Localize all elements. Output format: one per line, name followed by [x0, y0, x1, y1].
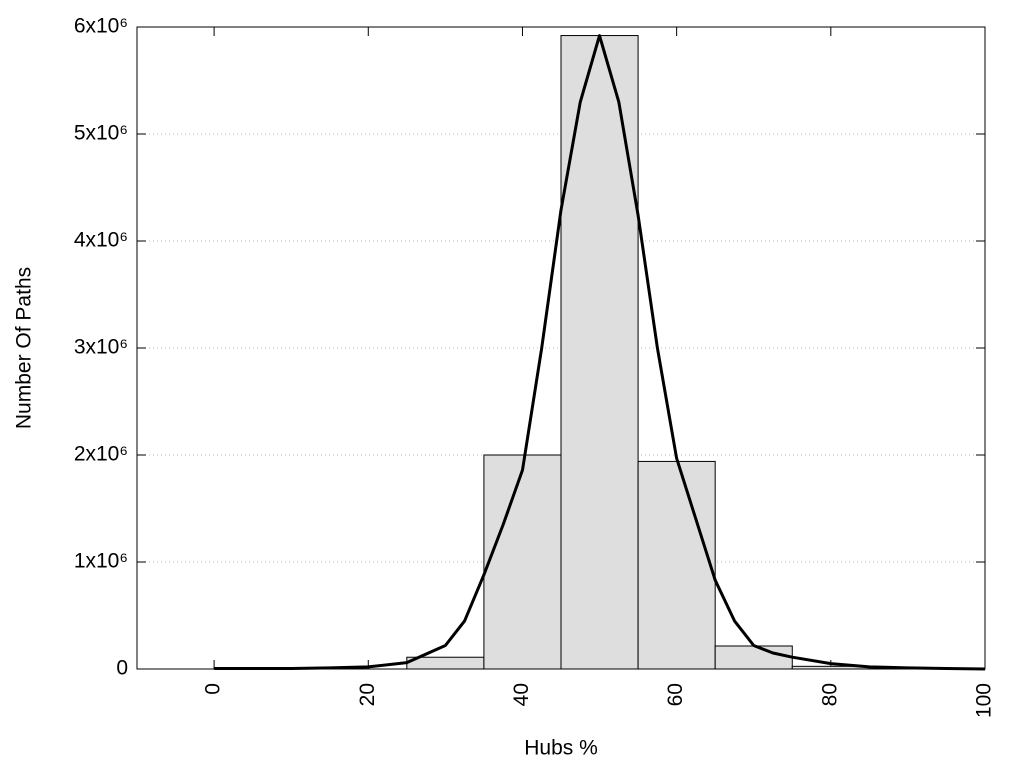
y-tick-label: 2x10⁶	[74, 443, 128, 466]
bar	[637, 460, 716, 670]
bar	[483, 454, 562, 670]
bar	[714, 645, 793, 670]
y-axis-title: Number Of Paths	[13, 267, 36, 429]
fit-curve	[214, 34, 986, 671]
x-tick-label: 100	[973, 683, 996, 718]
x-tick-label: 80	[818, 683, 841, 706]
y-tick-label: 6x10⁶	[74, 15, 128, 38]
y-tick-label: 1x10⁶	[74, 550, 128, 573]
y-tick-label: 3x10⁶	[74, 336, 128, 359]
x-tick-label: 60	[664, 683, 687, 706]
y-tick-label: 4x10⁶	[74, 229, 128, 252]
bar	[560, 35, 639, 670]
x-tick-label: 40	[510, 683, 533, 706]
plot-frame	[136, 26, 986, 670]
x-tick-label: 0	[202, 683, 225, 695]
x-axis-title: Hubs %	[524, 737, 598, 760]
x-tick-label: 20	[356, 683, 379, 706]
y-tick-label: 0	[116, 657, 128, 680]
y-tick-label: 5x10⁶	[74, 122, 128, 145]
